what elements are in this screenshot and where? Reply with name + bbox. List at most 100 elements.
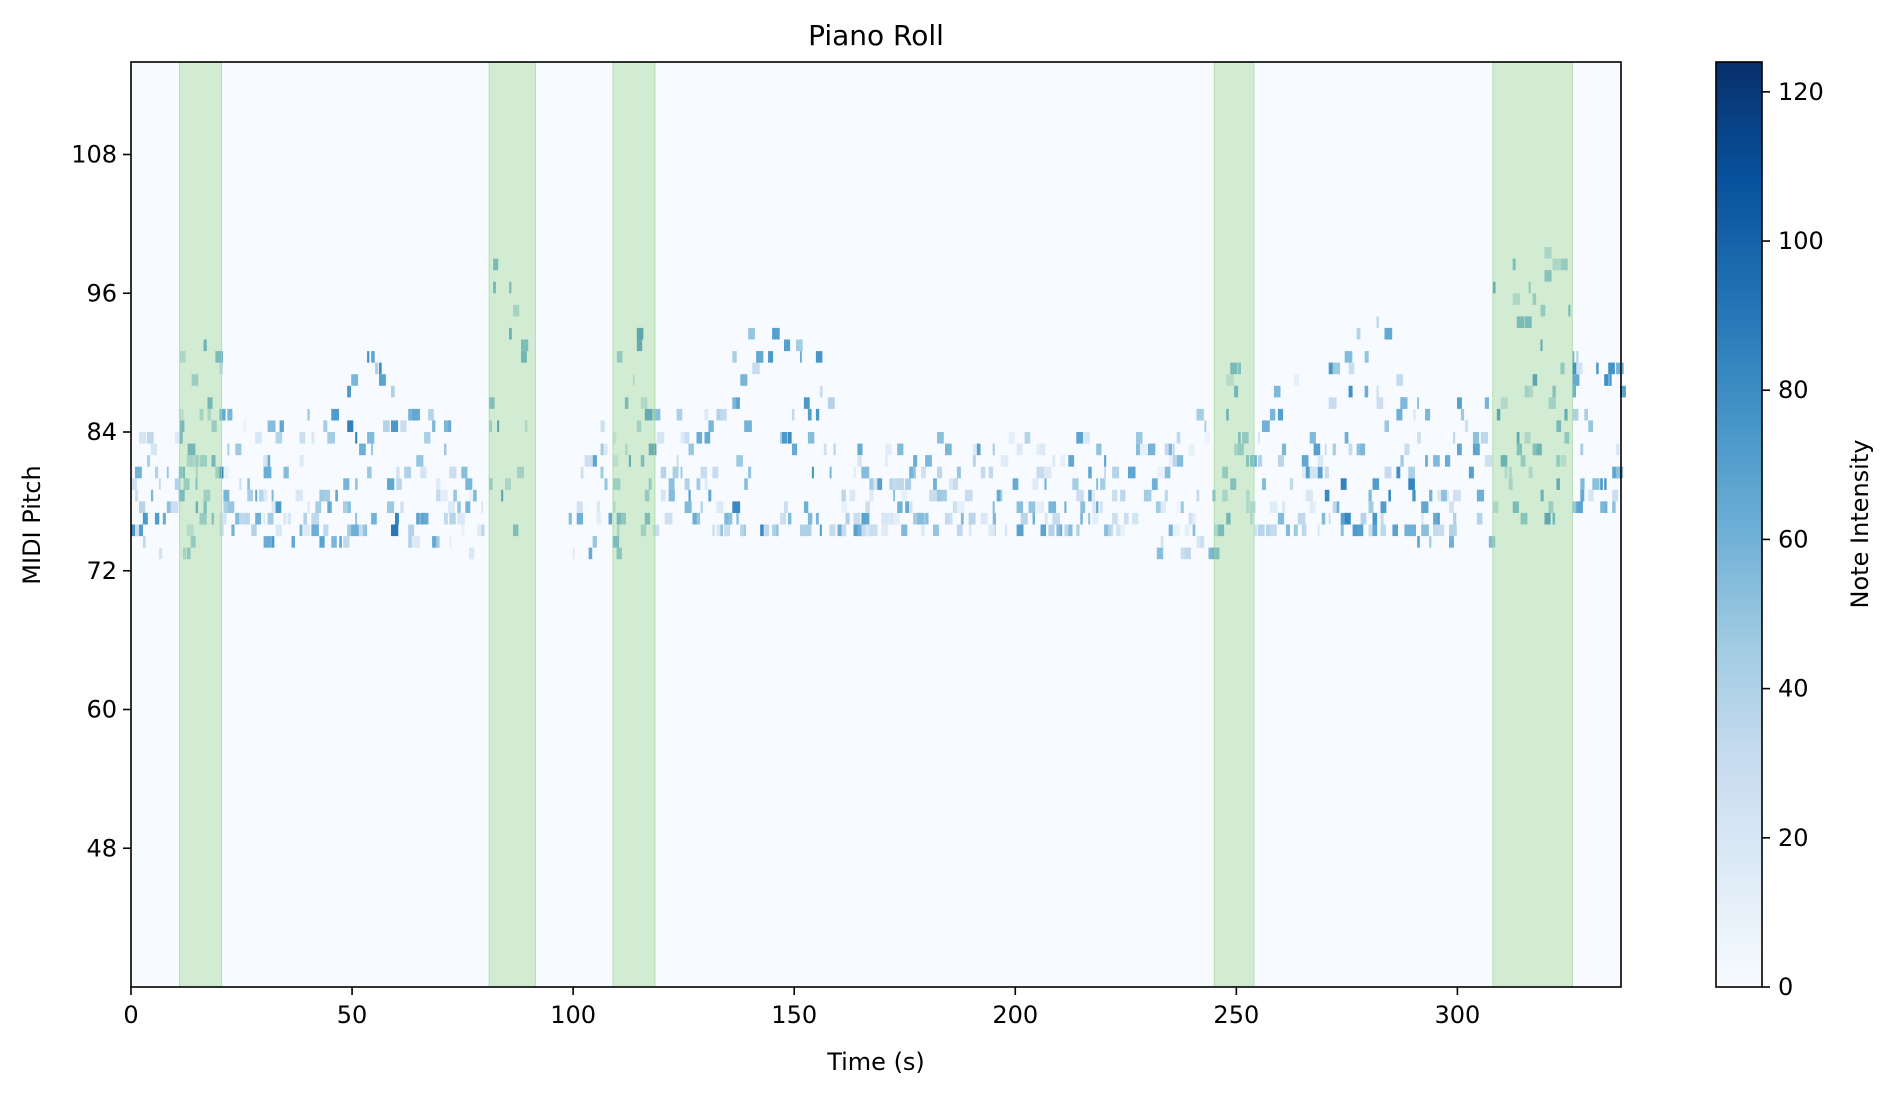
note-cell bbox=[1348, 443, 1353, 456]
note-cell bbox=[436, 536, 440, 548]
note-cell bbox=[335, 489, 338, 502]
note-cell bbox=[1176, 455, 1184, 467]
note-cell bbox=[1226, 512, 1231, 525]
note-cell bbox=[420, 512, 427, 525]
note-cell bbox=[700, 501, 703, 513]
note-cell bbox=[1472, 443, 1480, 456]
note-cell bbox=[223, 466, 229, 479]
colorbar-tick-label: 120 bbox=[1778, 78, 1824, 106]
note-cell bbox=[1172, 455, 1177, 467]
note-cell bbox=[803, 501, 809, 513]
note-cell bbox=[367, 432, 375, 444]
note-cell bbox=[271, 536, 275, 548]
note-cell bbox=[644, 408, 653, 421]
note-cell bbox=[684, 432, 690, 444]
note-cell bbox=[139, 432, 146, 444]
note-cell bbox=[1080, 512, 1083, 525]
note-cell bbox=[299, 455, 304, 467]
note-cell bbox=[271, 489, 274, 502]
note-cell bbox=[796, 339, 803, 352]
x-tick-label: 200 bbox=[992, 1001, 1038, 1029]
note-cell bbox=[628, 455, 631, 467]
note-cell bbox=[223, 501, 230, 513]
note-cell bbox=[901, 489, 908, 502]
note-cell bbox=[596, 512, 602, 525]
note-cell bbox=[408, 536, 412, 548]
note-cell bbox=[1433, 512, 1439, 525]
note-cell bbox=[720, 524, 723, 537]
note-cell bbox=[676, 455, 679, 467]
note-cell bbox=[1441, 489, 1447, 502]
highlight-region bbox=[612, 61, 656, 988]
note-cell bbox=[287, 512, 291, 525]
note-cell bbox=[400, 420, 407, 432]
note-cell bbox=[1368, 524, 1373, 537]
note-cell bbox=[1212, 547, 1220, 560]
note-cell bbox=[142, 536, 146, 548]
note-cell bbox=[1417, 397, 1419, 409]
note-cell bbox=[1413, 408, 1416, 421]
note-cell bbox=[748, 466, 752, 479]
note-cell bbox=[1164, 466, 1171, 479]
note-cell bbox=[980, 512, 988, 525]
note-cell bbox=[660, 489, 666, 502]
highlight-region bbox=[1213, 61, 1255, 988]
note-cell bbox=[1080, 501, 1086, 513]
note-cell bbox=[1457, 397, 1462, 409]
note-cell bbox=[493, 281, 496, 294]
note-cell bbox=[1532, 293, 1537, 305]
note-cell bbox=[412, 536, 420, 548]
note-cell bbox=[1588, 420, 1593, 432]
note-cell bbox=[1184, 524, 1190, 537]
note-cell bbox=[784, 339, 791, 352]
note-cell bbox=[1560, 362, 1565, 375]
colorbar bbox=[1715, 61, 1763, 988]
note-cell bbox=[1060, 524, 1063, 537]
note-cell bbox=[1040, 524, 1046, 537]
note-cell bbox=[857, 443, 863, 456]
note-cell bbox=[897, 501, 903, 513]
note-cell bbox=[1196, 408, 1204, 421]
note-cell bbox=[1246, 455, 1249, 467]
note-cell bbox=[408, 408, 416, 421]
colorbar-tick-label: 0 bbox=[1778, 973, 1793, 1001]
note-cell bbox=[1096, 443, 1102, 456]
note-cell bbox=[477, 524, 482, 537]
colorbar-tick-label: 40 bbox=[1778, 675, 1809, 703]
note-cell bbox=[1064, 524, 1070, 537]
note-cell bbox=[1281, 443, 1287, 456]
note-cell bbox=[652, 408, 661, 421]
note-cell bbox=[865, 512, 870, 525]
note-cell bbox=[700, 466, 708, 479]
note-cell bbox=[988, 524, 995, 537]
note-cell bbox=[448, 501, 455, 513]
note-cell bbox=[1269, 524, 1277, 537]
note-cell bbox=[1044, 466, 1052, 479]
note-cell bbox=[1048, 501, 1057, 513]
note-cell bbox=[988, 466, 994, 479]
note-cell bbox=[949, 478, 953, 490]
note-cell bbox=[182, 466, 185, 479]
note-cell bbox=[1340, 524, 1344, 537]
note-cell bbox=[1000, 489, 1003, 502]
note-cell bbox=[1222, 489, 1228, 502]
note-cell bbox=[624, 443, 628, 456]
note-cell bbox=[1340, 512, 1348, 525]
note-cell bbox=[1468, 466, 1474, 479]
note-cell bbox=[913, 455, 918, 467]
note-cell bbox=[1226, 408, 1229, 421]
note-cell bbox=[509, 327, 512, 340]
note-cell bbox=[800, 524, 805, 537]
note-cell bbox=[732, 351, 737, 363]
note-cell bbox=[945, 512, 953, 525]
note-cell bbox=[1104, 524, 1109, 537]
note-cell bbox=[315, 501, 322, 513]
note-cell bbox=[1332, 443, 1336, 456]
note-cell bbox=[1576, 362, 1583, 375]
note-cell bbox=[179, 351, 186, 363]
note-cell bbox=[1214, 524, 1222, 537]
note-cell bbox=[239, 512, 244, 525]
note-cell bbox=[1172, 524, 1180, 537]
note-cell bbox=[668, 489, 675, 502]
note-cell bbox=[728, 512, 733, 525]
